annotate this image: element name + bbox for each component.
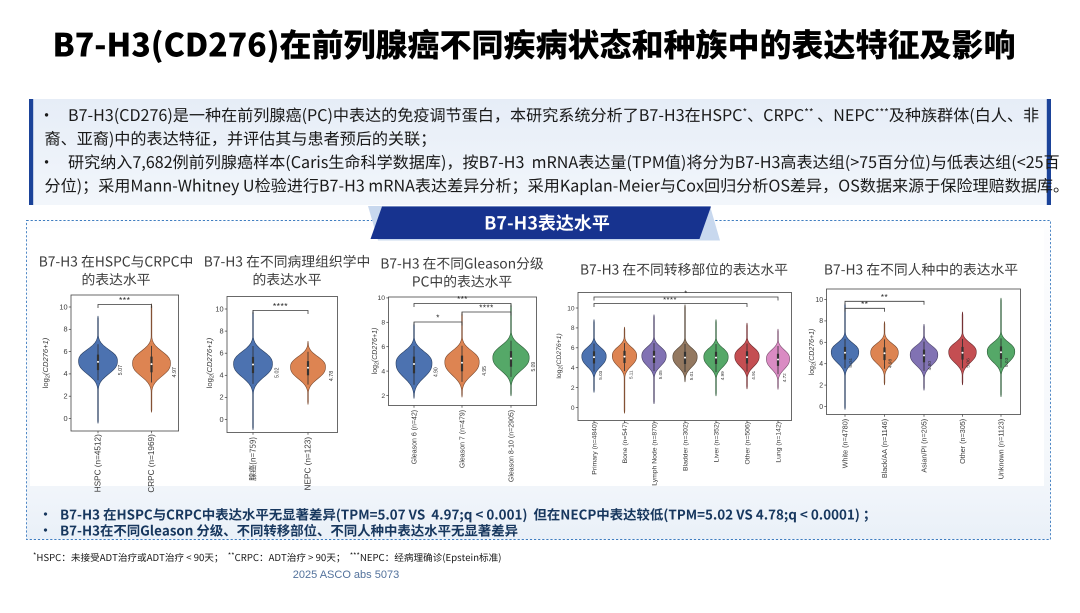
svg-text:6: 6 <box>571 345 575 352</box>
svg-text:4.95: 4.95 <box>482 366 488 376</box>
svg-text:4.72: 4.72 <box>782 373 787 382</box>
svg-text:4.78: 4.78 <box>329 371 335 382</box>
svg-text:8: 8 <box>63 325 67 334</box>
svg-text:4.91: 4.91 <box>751 370 756 379</box>
svg-text:4: 4 <box>571 365 575 372</box>
svg-text:**: ** <box>881 293 888 302</box>
svg-text:*: * <box>436 314 440 323</box>
svg-text:8: 8 <box>819 318 823 325</box>
svg-text:Bladder (n=302): Bladder (n=302) <box>683 422 690 471</box>
svg-text:***: *** <box>119 295 131 305</box>
svg-text:*: * <box>684 289 687 298</box>
svg-text:5.03: 5.03 <box>598 370 603 379</box>
svg-text:Asian/PI (n=205): Asian/PI (n=205) <box>920 419 929 473</box>
svg-text:4.98: 4.98 <box>888 358 894 368</box>
svg-text:8: 8 <box>219 326 223 335</box>
svg-text:Primary (n=4840): Primary (n=4840) <box>592 422 599 475</box>
svg-text:2: 2 <box>571 385 575 392</box>
svg-text:5.06: 5.06 <box>966 358 972 368</box>
svg-text:CRPC (n=1969): CRPC (n=1969) <box>147 434 156 493</box>
svg-text:2: 2 <box>381 393 385 400</box>
svg-text:10: 10 <box>815 297 823 304</box>
svg-text:5.07: 5.07 <box>118 365 124 376</box>
svg-text:Gleason 6 (n=42): Gleason 6 (n=42) <box>412 410 419 464</box>
svg-text:4.80: 4.80 <box>927 361 933 371</box>
svg-text:Bone (n=547): Bone (n=547) <box>622 422 629 463</box>
svg-text:Unknown (n=1123): Unknown (n=1123) <box>997 419 1006 479</box>
svg-text:4.99: 4.99 <box>720 371 725 380</box>
svg-text:5.03: 5.03 <box>1004 357 1010 367</box>
svg-text:***: *** <box>457 295 468 304</box>
svg-text:****: **** <box>273 301 288 311</box>
svg-text:log2(CD276+1): log2(CD276+1) <box>205 337 215 388</box>
svg-text:Gleason 8-10 (n=2905): Gleason 8-10 (n=2905) <box>509 410 516 482</box>
svg-text:**: ** <box>861 300 868 309</box>
svg-text:Lymph Node (n=870): Lymph Node (n=870) <box>652 422 659 486</box>
svg-text:6: 6 <box>63 347 67 356</box>
svg-text:log2(CD276+1): log2(CD276+1) <box>41 337 51 388</box>
svg-text:4: 4 <box>219 371 223 380</box>
svg-text:Other (n=506): Other (n=506) <box>745 422 752 465</box>
svg-text:4: 4 <box>63 369 67 378</box>
svg-text:0: 0 <box>219 415 223 424</box>
svg-text:Black/AA (n=1146): Black/AA (n=1146) <box>880 419 889 478</box>
svg-text:White (n=4780): White (n=4780) <box>841 419 850 468</box>
svg-text:Other (n=305): Other (n=305) <box>958 419 967 464</box>
svg-text:10: 10 <box>567 305 575 312</box>
svg-text:6: 6 <box>381 344 385 351</box>
svg-text:2: 2 <box>63 392 67 401</box>
svg-text:5.05: 5.05 <box>658 370 663 379</box>
svg-text:log2(CD276+1): log2(CD276+1) <box>372 328 380 375</box>
svg-text:log2(CD276+1): log2(CD276+1) <box>809 329 817 376</box>
svg-text:Lung (n=142): Lung (n=142) <box>776 422 783 463</box>
svg-text:10: 10 <box>378 295 386 302</box>
svg-text:2: 2 <box>219 393 223 402</box>
svg-text:4.90: 4.90 <box>434 367 440 377</box>
svg-text:Liver (n=352): Liver (n=352) <box>714 422 721 462</box>
svg-text:0: 0 <box>571 405 575 412</box>
svg-text:8: 8 <box>381 320 385 327</box>
svg-text:6: 6 <box>219 349 223 358</box>
svg-text:Gleason 7 (n=479): Gleason 7 (n=479) <box>460 410 467 468</box>
svg-text:HSPC (n=4512): HSPC (n=4512) <box>94 434 103 492</box>
svg-text:4: 4 <box>819 361 823 368</box>
svg-text:****: **** <box>479 304 493 313</box>
svg-text:4: 4 <box>381 368 385 375</box>
svg-text:****: **** <box>663 295 677 304</box>
svg-text:log2(CD276+1): log2(CD276+1) <box>556 333 564 378</box>
svg-text:2: 2 <box>819 382 823 389</box>
svg-text:6: 6 <box>819 340 823 347</box>
svg-text:5.09: 5.09 <box>531 362 537 372</box>
svg-text:0: 0 <box>819 404 823 411</box>
svg-text:8: 8 <box>571 325 575 332</box>
svg-text:0: 0 <box>63 414 67 423</box>
svg-text:10: 10 <box>59 302 67 311</box>
svg-text:5.04: 5.04 <box>848 358 854 368</box>
svg-text:5.01: 5.01 <box>689 371 694 380</box>
svg-text:NEPC (n=123): NEPC (n=123) <box>304 437 313 491</box>
svg-text:5.02: 5.02 <box>275 367 281 378</box>
svg-text:4.97: 4.97 <box>172 367 178 378</box>
svg-text:10: 10 <box>215 304 223 313</box>
svg-text:2025 ASCO abs 5073: 2025 ASCO abs 5073 <box>293 569 399 581</box>
svg-text:5.11: 5.11 <box>629 370 634 379</box>
